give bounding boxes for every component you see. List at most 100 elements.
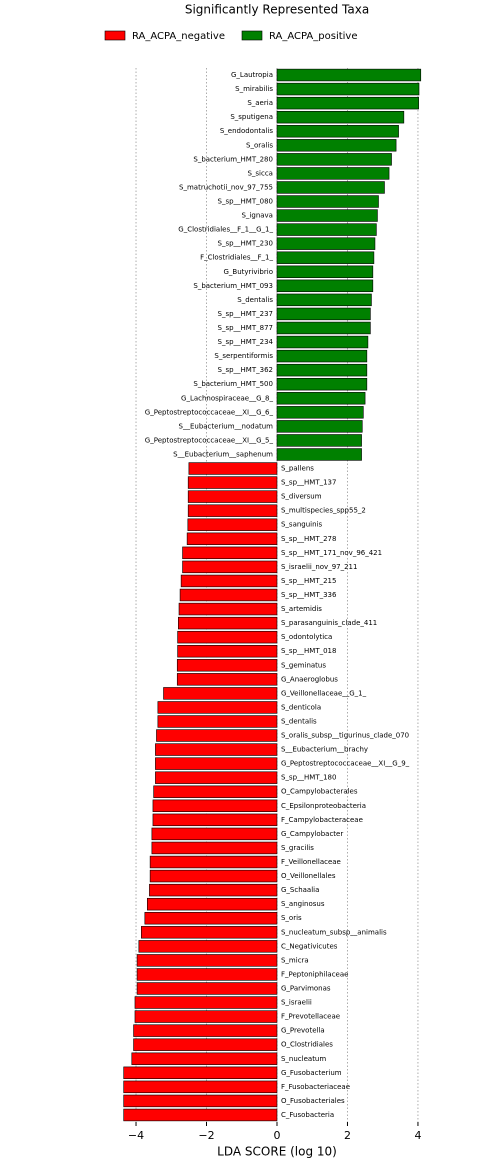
category-label: S_geminatus — [281, 661, 326, 669]
category-label: F_Fusobacteriaceae — [281, 1083, 350, 1091]
x-tick-label: 4 — [414, 1129, 421, 1142]
x-axis-label: LDA SCORE (log 10) — [217, 1145, 337, 1159]
category-label: S_bacterium_HMT_280 — [193, 155, 273, 163]
bar — [276, 139, 397, 152]
bar — [276, 420, 363, 433]
bar — [136, 954, 278, 967]
bar — [276, 377, 368, 391]
category-label: S_diversum — [281, 493, 322, 501]
category-label: S_dentalis — [281, 717, 317, 725]
category-label: S_matruchotii_nov_97_755 — [179, 183, 273, 191]
x-tick-label: 2 — [344, 1129, 351, 1142]
category-label: S_oralis — [246, 141, 273, 149]
bar — [136, 982, 278, 995]
category-label: S_nucleatum_subsp__animalis — [281, 928, 387, 936]
category-label: S_sp__HMT_080 — [218, 198, 273, 206]
bar — [123, 1066, 278, 1080]
bar — [276, 223, 377, 236]
category-label: S_serpentiformis — [214, 352, 273, 360]
bar — [149, 855, 278, 869]
bar — [133, 1038, 278, 1051]
category-label: S_israelii_nov_97_211 — [281, 563, 357, 571]
category-label: G_Butyrivibrio — [223, 268, 273, 276]
category-label: G_Schaalia — [281, 886, 319, 894]
bar — [276, 265, 374, 278]
category-label: G_Anaeroglobus — [281, 675, 338, 683]
bar — [149, 869, 278, 883]
category-label: F_Campylobacteraceae — [281, 816, 363, 824]
category-label: S_aeria — [247, 99, 273, 107]
bar — [177, 645, 278, 658]
category-label: S_bacterium_HMT_093 — [193, 282, 273, 290]
bar — [276, 392, 366, 405]
bar — [276, 82, 420, 96]
bar — [156, 729, 278, 742]
bar — [276, 153, 392, 166]
bar — [178, 602, 278, 616]
legend-swatch — [104, 30, 126, 41]
chart-title: Significantly Represented Taxa — [185, 3, 369, 17]
bar — [152, 799, 278, 813]
bar — [133, 1024, 278, 1037]
bar — [141, 926, 278, 939]
bar — [131, 1052, 278, 1065]
category-label: S_sp__HMT_171_nov_96_421 — [281, 549, 382, 557]
category-label: S_multispecies_spp55_2 — [281, 507, 366, 515]
bar — [134, 1010, 278, 1023]
category-label: S_denticola — [281, 703, 321, 711]
category-label: G_Lautropia — [231, 71, 273, 79]
bar — [276, 434, 362, 447]
category-label: S_sicca — [247, 169, 273, 177]
bar — [187, 518, 278, 531]
category-label: O_Campylobacterales — [281, 788, 358, 796]
category-label: G_Lachnospiraceae__G_8_ — [181, 394, 273, 402]
category-label: S_anginosus — [281, 900, 325, 908]
bar — [276, 363, 368, 377]
bar — [276, 110, 405, 124]
category-label: G_Prevotella — [281, 1027, 325, 1035]
category-label: S_sp__HMT_137 — [281, 479, 336, 487]
category-label: O_Clostridiales — [281, 1041, 333, 1049]
bar — [123, 1080, 278, 1094]
category-label: G_Peptostreptococcaceae__XI__G_9_ — [281, 760, 410, 768]
category-label: O_Veillonellales — [281, 872, 336, 880]
bar — [176, 673, 278, 686]
bar — [276, 167, 390, 180]
category-label: S_sp__HMT_230 — [218, 240, 273, 248]
bar — [163, 687, 278, 700]
bar — [186, 532, 278, 545]
category-label: O_Fusobacteriales — [281, 1097, 345, 1105]
bar — [182, 546, 278, 560]
category-label: C_Fusobacteria — [281, 1111, 334, 1119]
category-label: G_Fusobacterium — [281, 1069, 342, 1077]
bar — [182, 560, 278, 574]
bar — [276, 96, 419, 110]
bar — [157, 715, 278, 728]
category-label: S_dentalis — [237, 296, 273, 304]
category-label: S_israelii — [281, 999, 312, 1007]
bar — [152, 813, 278, 827]
category-label: G_Peptostreptococcaceae__XI__G_5_ — [145, 436, 274, 444]
category-label: F_Veillonellaceae — [281, 858, 341, 866]
bar — [155, 757, 278, 770]
bar — [136, 968, 278, 981]
bar — [187, 476, 278, 489]
category-label: S_parasanguinis_clade_411 — [281, 619, 377, 627]
category-label: F_Peptoniphilaceae — [281, 970, 348, 978]
category-label: S_micra — [281, 956, 309, 964]
category-label: C_Epsilonproteobacteria — [281, 802, 366, 810]
legend-swatch — [241, 30, 263, 41]
bar — [177, 630, 278, 644]
bar — [123, 1094, 278, 1108]
bar — [276, 125, 399, 138]
category-label: S_sp__HMT_180 — [281, 774, 336, 782]
category-label: S_bacterium_HMT_500 — [193, 380, 273, 388]
category-label: S_odontolytica — [281, 633, 332, 641]
category-label: S_sp__HMT_234 — [218, 338, 274, 346]
category-label: G_Clostridiales__F_1__G_1_ — [178, 226, 273, 234]
bar — [276, 237, 376, 250]
category-label: S__Eubacterium__brachy — [281, 746, 368, 754]
bar — [153, 785, 278, 798]
bar — [138, 940, 278, 953]
category-label: S_oralis_subsp__tigurinus_clade_070 — [281, 732, 409, 740]
